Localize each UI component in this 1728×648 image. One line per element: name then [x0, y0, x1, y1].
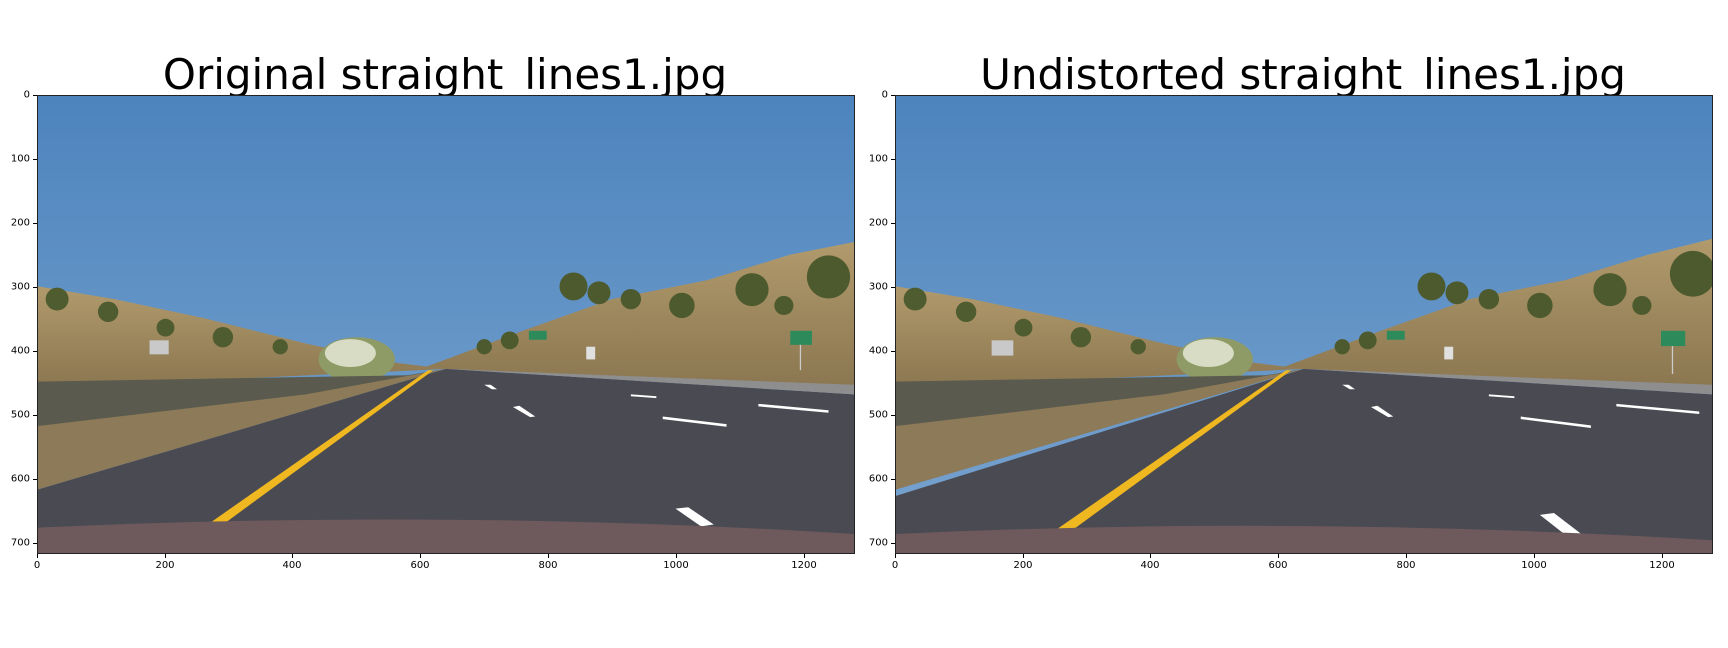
ytick-label: 200 [10, 217, 30, 229]
panel-original: Original straight_lines1.jpg [0, 0, 860, 648]
ytick-label: 0 [23, 89, 30, 101]
image-axes-undistorted [895, 95, 1713, 554]
ytick-mark [891, 351, 895, 352]
xtick-mark [895, 554, 896, 558]
ytick-label: 600 [868, 473, 888, 485]
xtick-label: 200 [1013, 560, 1033, 571]
xtick-label: 0 [891, 560, 899, 571]
ytick-label: 700 [868, 537, 888, 549]
ytick-mark [33, 415, 37, 416]
xtick-mark [420, 554, 421, 558]
xtick-label: 800 [1396, 560, 1416, 571]
ytick-label: 100 [868, 153, 888, 165]
ytick-mark [891, 415, 895, 416]
xtick-mark [548, 554, 549, 558]
xtick-mark [804, 554, 805, 558]
xtick-mark [1406, 554, 1407, 558]
image-axes-original [37, 95, 855, 554]
ytick-label: 600 [10, 473, 30, 485]
xtick-mark [1150, 554, 1151, 558]
ytick-label: 0 [881, 89, 888, 101]
xtick-mark [1278, 554, 1279, 558]
panel-undistorted: Undistorted straight_lines1.jpg [858, 0, 1718, 648]
ytick-label: 400 [10, 345, 30, 357]
ytick-mark [891, 159, 895, 160]
xtick-label: 1200 [791, 560, 817, 571]
xtick-label: 600 [1268, 560, 1288, 571]
xtick-mark [676, 554, 677, 558]
ytick-mark [33, 287, 37, 288]
road-photo-original [38, 96, 854, 553]
ytick-mark [33, 95, 37, 96]
ytick-mark [33, 351, 37, 352]
ytick-label: 700 [10, 537, 30, 549]
ytick-label: 500 [868, 409, 888, 421]
xtick-mark [37, 554, 38, 558]
xtick-label: 1000 [663, 560, 689, 571]
xtick-label: 400 [282, 560, 302, 571]
panel-title-undistorted: Undistorted straight_lines1.jpg [980, 50, 1626, 99]
xtick-label: 400 [1140, 560, 1160, 571]
xtick-mark [165, 554, 166, 558]
ytick-mark [891, 287, 895, 288]
xtick-mark [292, 554, 293, 558]
ytick-mark [33, 543, 37, 544]
xtick-label: 600 [410, 560, 430, 571]
xtick-label: 1200 [1649, 560, 1675, 571]
ytick-mark [33, 223, 37, 224]
xtick-label: 800 [538, 560, 558, 571]
panel-title-original: Original straight_lines1.jpg [162, 50, 728, 99]
ytick-mark [891, 543, 895, 544]
ytick-label: 100 [10, 153, 30, 165]
xtick-label: 200 [155, 560, 175, 571]
ytick-label: 200 [868, 217, 888, 229]
ytick-mark [33, 479, 37, 480]
xtick-mark [1534, 554, 1535, 558]
xtick-label: 1000 [1521, 560, 1547, 571]
ytick-label: 300 [10, 281, 30, 293]
xtick-mark [1023, 554, 1024, 558]
ytick-mark [891, 479, 895, 480]
ytick-label: 400 [868, 345, 888, 357]
ytick-mark [891, 95, 895, 96]
ytick-mark [33, 159, 37, 160]
xtick-mark [1662, 554, 1663, 558]
xtick-label: 0 [33, 560, 41, 571]
ytick-label: 500 [10, 409, 30, 421]
ytick-mark [891, 223, 895, 224]
ytick-label: 300 [868, 281, 888, 293]
road-photo-undistorted [896, 96, 1712, 553]
